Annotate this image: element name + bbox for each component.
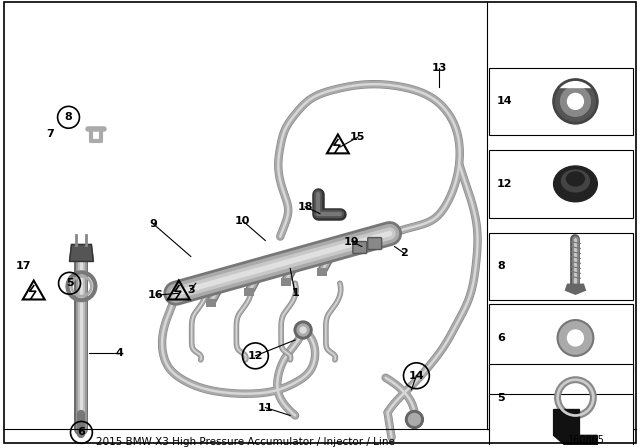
FancyBboxPatch shape (244, 288, 254, 296)
FancyBboxPatch shape (353, 241, 367, 254)
Text: 5: 5 (497, 392, 504, 403)
Text: 5: 5 (66, 278, 74, 289)
Text: 15: 15 (350, 132, 365, 142)
Polygon shape (554, 409, 597, 447)
Text: 19: 19 (344, 237, 360, 246)
FancyBboxPatch shape (489, 394, 633, 448)
FancyBboxPatch shape (206, 299, 216, 307)
Text: 16: 16 (148, 290, 164, 300)
Text: 3: 3 (187, 285, 195, 295)
FancyBboxPatch shape (489, 304, 633, 372)
Polygon shape (70, 245, 93, 262)
Circle shape (297, 324, 309, 336)
Text: 1: 1 (291, 288, 299, 298)
Ellipse shape (561, 170, 589, 192)
Ellipse shape (554, 166, 597, 202)
Text: 8: 8 (497, 261, 505, 271)
Text: 17: 17 (16, 261, 31, 271)
Text: 14: 14 (408, 371, 424, 381)
Text: 7: 7 (45, 129, 54, 139)
FancyBboxPatch shape (489, 233, 633, 300)
Text: 14: 14 (497, 96, 513, 106)
Text: 2: 2 (401, 249, 408, 258)
Circle shape (406, 410, 424, 428)
FancyBboxPatch shape (368, 237, 381, 250)
Text: 11: 11 (257, 403, 273, 413)
Circle shape (568, 94, 584, 109)
Circle shape (554, 79, 597, 123)
Text: 18: 18 (298, 202, 313, 212)
FancyBboxPatch shape (489, 364, 633, 431)
FancyBboxPatch shape (489, 68, 633, 135)
FancyBboxPatch shape (281, 278, 291, 286)
Polygon shape (566, 284, 586, 294)
FancyBboxPatch shape (317, 268, 327, 276)
Text: 12: 12 (497, 179, 513, 189)
Text: 10: 10 (235, 215, 250, 226)
Text: 2015 BMW X3 High Pressure Accumulator / Injector / Line: 2015 BMW X3 High Pressure Accumulator / … (96, 437, 395, 448)
Circle shape (408, 414, 420, 426)
Circle shape (568, 330, 584, 346)
Text: 12: 12 (248, 351, 263, 361)
Text: 9: 9 (149, 219, 157, 228)
Text: 4: 4 (115, 348, 123, 358)
Circle shape (294, 321, 312, 339)
Circle shape (561, 86, 590, 116)
Text: 6: 6 (77, 427, 85, 437)
Text: 160865: 160865 (568, 435, 605, 445)
Circle shape (300, 327, 306, 333)
Text: 13: 13 (431, 63, 447, 73)
FancyBboxPatch shape (489, 150, 633, 218)
Text: 6: 6 (497, 333, 505, 343)
Ellipse shape (566, 172, 584, 186)
Bar (550, 73, 600, 87)
Circle shape (557, 320, 593, 356)
Text: 8: 8 (65, 112, 72, 122)
